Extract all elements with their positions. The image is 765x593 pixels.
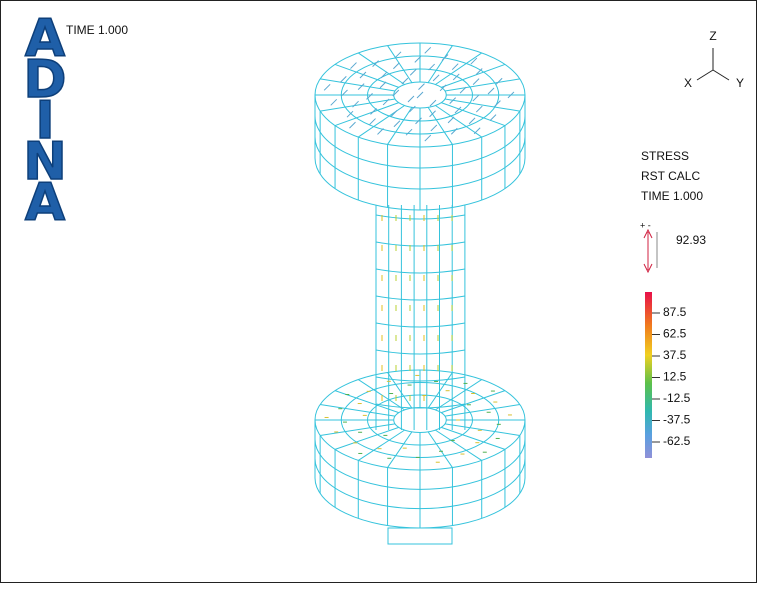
tick-label: 37.5 bbox=[663, 348, 687, 362]
arrow-max: 92.93 bbox=[676, 233, 706, 247]
logo-letter: A bbox=[25, 173, 65, 233]
adina-window: ADINA TIME 1.000 Z X Y STRESS RST CALC T… bbox=[0, 0, 765, 588]
tick-label: 87.5 bbox=[663, 305, 687, 319]
legend-quantity: STRESS bbox=[641, 149, 689, 163]
axis-z-label: Z bbox=[709, 29, 716, 43]
frame bbox=[1, 1, 757, 583]
tick-label: -12.5 bbox=[663, 391, 691, 405]
tick-label: -37.5 bbox=[663, 413, 691, 427]
tick-label: 12.5 bbox=[663, 370, 687, 384]
arrow-sign: + - bbox=[640, 220, 651, 230]
axis-x-label: X bbox=[684, 76, 692, 90]
time-label: TIME 1.000 bbox=[66, 23, 128, 37]
axis-y-label: Y bbox=[736, 76, 744, 90]
tick-label: 62.5 bbox=[663, 327, 687, 341]
legend-time: TIME 1.000 bbox=[641, 189, 703, 203]
tick-label: -62.5 bbox=[663, 434, 691, 448]
legend-result: RST CALC bbox=[641, 169, 700, 183]
color-bar bbox=[645, 292, 652, 458]
